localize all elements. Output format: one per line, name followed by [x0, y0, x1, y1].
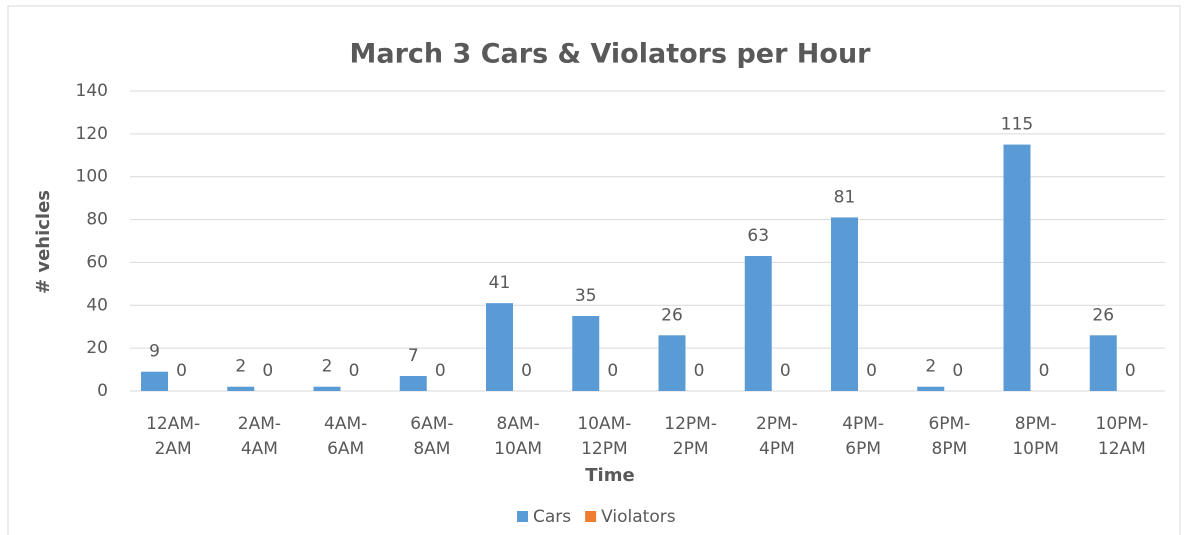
bar — [1003, 144, 1031, 391]
data-label: 0 — [866, 361, 877, 381]
data-label: 26 — [1092, 305, 1114, 325]
y-tick-label: 60 — [86, 252, 108, 272]
y-axis-label: # vehicles — [33, 190, 54, 294]
data-label: 0 — [176, 361, 187, 381]
data-label: 9 — [149, 342, 160, 362]
y-tick-label: 0 — [97, 381, 108, 401]
data-label: 0 — [262, 361, 273, 381]
bar — [227, 386, 255, 391]
x-tick-label: 2PM-4PM — [756, 414, 798, 459]
x-tick-label: 4PM-6PM — [842, 414, 884, 459]
bar — [399, 376, 427, 391]
data-label: 81 — [834, 187, 856, 207]
data-label: 0 — [694, 361, 705, 381]
y-tick-label: 20 — [86, 338, 108, 358]
data-label: 0 — [521, 361, 532, 381]
chart-title: March 3 Cars & Violators per Hour — [350, 39, 872, 70]
bar — [917, 386, 945, 391]
y-tick-label: 140 — [76, 81, 108, 101]
y-tick-label: 120 — [76, 124, 108, 144]
x-tick-label: 12AM-2AM — [146, 414, 200, 459]
data-label: 7 — [408, 346, 419, 366]
legend-swatch — [517, 511, 528, 522]
bar — [313, 386, 341, 391]
bar — [831, 217, 858, 391]
bar — [486, 303, 513, 391]
data-label: 2 — [235, 357, 246, 377]
chart-frame — [7, 5, 1181, 535]
data-label: 26 — [661, 305, 683, 325]
data-label: 2 — [925, 357, 936, 377]
x-tick-label: 6PM-8PM — [928, 414, 970, 459]
x-tick-label: 12PM-2PM — [664, 414, 717, 459]
bar — [1089, 335, 1117, 391]
bar — [141, 371, 168, 391]
legend-label: Violators — [601, 507, 676, 527]
data-label: 2 — [322, 357, 333, 377]
data-label: 35 — [575, 286, 597, 306]
x-tick-label: 10AM-12PM — [577, 414, 631, 459]
data-label: 41 — [489, 273, 511, 293]
data-label: 0 — [952, 361, 963, 381]
x-tick-label: 10PM-12AM — [1096, 414, 1149, 459]
y-tick-label: 100 — [76, 167, 108, 187]
x-tick-label: 8AM-10AM — [494, 414, 542, 459]
x-tick-label: 8PM-10PM — [1012, 414, 1059, 459]
bar — [744, 256, 772, 391]
data-label: 0 — [1039, 361, 1050, 381]
legend-label: Cars — [533, 507, 571, 527]
x-tick-label: 4AM-6AM — [324, 414, 367, 459]
bar — [572, 316, 600, 391]
data-label: 0 — [349, 361, 360, 381]
data-label: 0 — [607, 361, 618, 381]
y-tick-label: 80 — [86, 210, 108, 230]
x-tick-label: 6AM-8AM — [410, 414, 453, 459]
data-label: 0 — [435, 361, 446, 381]
legend-swatch — [585, 511, 597, 522]
bar — [658, 335, 686, 391]
x-axis-label: Time — [585, 465, 634, 486]
y-tick-label: 40 — [86, 295, 108, 315]
data-label: 0 — [1125, 361, 1136, 381]
data-label: 63 — [747, 226, 769, 246]
data-label: 115 — [1001, 115, 1033, 135]
x-tick-label: 2AM-4AM — [238, 414, 281, 459]
data-label: 0 — [780, 361, 791, 381]
